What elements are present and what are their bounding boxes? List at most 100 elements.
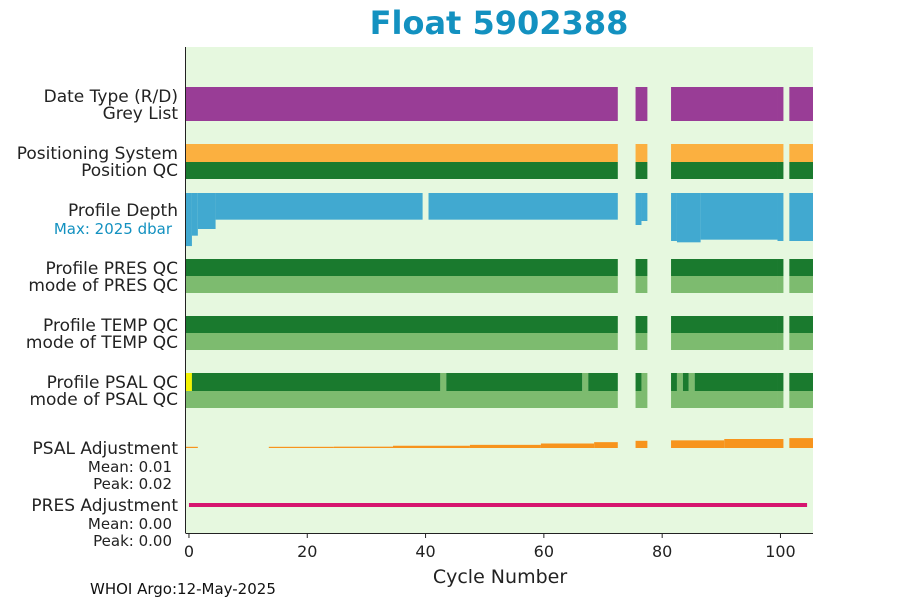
mode-psal-qc-bar (186, 391, 618, 408)
mode-temp-qc-bar (777, 333, 784, 350)
profile-depth-bar (186, 193, 192, 247)
x-tick-label: 80 (652, 542, 672, 561)
profile-pres-qc-bar (635, 259, 648, 276)
profile-depth-bar (635, 193, 642, 225)
profile-pres-qc-bar (186, 259, 618, 276)
mode-pres-qc-bar (789, 276, 813, 293)
label-positioning-system: Positioning System (17, 144, 178, 164)
profile-psal-qc-bar (446, 373, 583, 391)
row-labels: Date Type (R/D) Grey List Positioning Sy… (17, 87, 179, 550)
position-qc-bar (671, 162, 778, 179)
mode-temp-qc-bar (635, 333, 648, 350)
date-type-bar (777, 87, 784, 121)
profile-psal-qc-bar (676, 373, 683, 391)
psal-adjustment-bar (671, 440, 725, 448)
label-profile-temp-qc: Profile TEMP QC (43, 316, 178, 336)
chart-marks (186, 87, 813, 507)
mode-temp-qc-bar (186, 333, 618, 350)
x-tick-label: 100 (765, 542, 796, 561)
x-tick-label: 40 (415, 542, 435, 561)
label-psal-mean: Mean: 0.01 (88, 458, 172, 476)
profile-depth-bar (428, 193, 618, 220)
x-tick-label: 0 (184, 542, 194, 561)
label-profile-depth: Profile Depth (68, 201, 178, 221)
date-type-bar (186, 87, 618, 121)
profile-psal-qc-bar (588, 373, 618, 391)
label-pres-adjustment: PRES Adjustment (31, 496, 178, 516)
profile-temp-qc-bar (186, 316, 618, 333)
profile-psal-qc-bar (688, 373, 695, 391)
mode-pres-qc-bar (777, 276, 784, 293)
psal-adjustment-bar (724, 439, 778, 448)
psal-adjustment-bar (333, 446, 394, 448)
x-tick-label: 20 (297, 542, 317, 561)
mode-psal-qc-bar (789, 391, 813, 408)
mode-pres-qc-bar (186, 276, 618, 293)
profile-pres-qc-bar (789, 259, 813, 276)
profile-psal-qc-bar (641, 373, 648, 391)
profile-pres-qc-bar (777, 259, 784, 276)
profile-pres-qc-bar (671, 259, 778, 276)
mode-pres-qc-bar (635, 276, 648, 293)
label-psal-peak: Peak: 0.02 (93, 475, 172, 493)
psal-adjustment-bar (469, 444, 541, 448)
profile-depth-bar (676, 193, 701, 243)
profile-depth-bar (215, 193, 423, 220)
mode-pres-qc-bar (671, 276, 778, 293)
date-type-bar (635, 87, 648, 121)
mode-psal-qc-bar (671, 391, 778, 408)
date-type-bar (671, 87, 778, 121)
psal-adjustment-bar (540, 443, 595, 448)
positioning-system-bar (671, 144, 778, 162)
label-mode-psal-qc: mode of PSAL QC (29, 390, 178, 410)
positioning-system-bar (777, 144, 784, 162)
profile-depth-bar (191, 193, 198, 236)
profile-psal-qc-bar (671, 373, 677, 391)
profile-psal-qc-bar (635, 373, 642, 391)
position-qc-bar (635, 162, 648, 179)
psal-adjustment-bar (594, 442, 618, 448)
profile-temp-qc-bar (777, 316, 784, 333)
footer-text: WHOI Argo:12-May-2025 (90, 580, 276, 598)
label-mode-temp-qc: mode of TEMP QC (26, 333, 178, 353)
psal-adjustment-bar (268, 446, 334, 448)
psal-adjustment-bar (186, 446, 198, 448)
mode-psal-qc-bar (635, 391, 648, 408)
profile-temp-qc-bar (671, 316, 778, 333)
label-profile-psal-qc: Profile PSAL QC (47, 373, 178, 393)
profile-depth-bar (700, 193, 778, 240)
positioning-system-bar (186, 144, 618, 162)
chart-title: Float 5902388 (370, 4, 629, 42)
psal-adjustment-bar (635, 440, 648, 448)
label-mode-pres-qc: mode of PRES QC (28, 276, 178, 296)
psal-adjustment-bar (789, 438, 813, 448)
profile-depth-bar (671, 193, 677, 241)
label-grey-list: Grey List (103, 104, 179, 124)
label-psal-adjustment: PSAL Adjustment (33, 439, 179, 459)
profile-depth-bar (641, 193, 648, 221)
profile-temp-qc-bar (635, 316, 648, 333)
profile-psal-qc-bar (440, 373, 447, 391)
profile-psal-qc-bar (789, 373, 813, 391)
label-max-depth: Max: 2025 dbar (54, 220, 173, 238)
profile-psal-qc-bar (694, 373, 778, 391)
date-type-bar (789, 87, 813, 121)
profile-psal-qc-bar (186, 373, 192, 391)
x-axis-label: Cycle Number (433, 566, 567, 588)
profile-depth-bar (789, 193, 813, 241)
mode-temp-qc-bar (671, 333, 778, 350)
position-qc-bar (777, 162, 784, 179)
x-tick-label: 60 (534, 542, 554, 561)
positioning-system-bar (789, 144, 813, 162)
position-qc-bar (186, 162, 618, 179)
label-pres-peak: Peak: 0.00 (93, 532, 172, 550)
profile-depth-bar (197, 193, 216, 229)
positioning-system-bar (635, 144, 648, 162)
mode-psal-qc-bar (777, 391, 784, 408)
label-profile-pres-qc: Profile PRES QC (45, 259, 178, 279)
profile-psal-qc-bar (582, 373, 589, 391)
profile-psal-qc-bar (777, 373, 784, 391)
profile-psal-qc-bar (191, 373, 441, 391)
profile-depth-bar (777, 193, 784, 241)
